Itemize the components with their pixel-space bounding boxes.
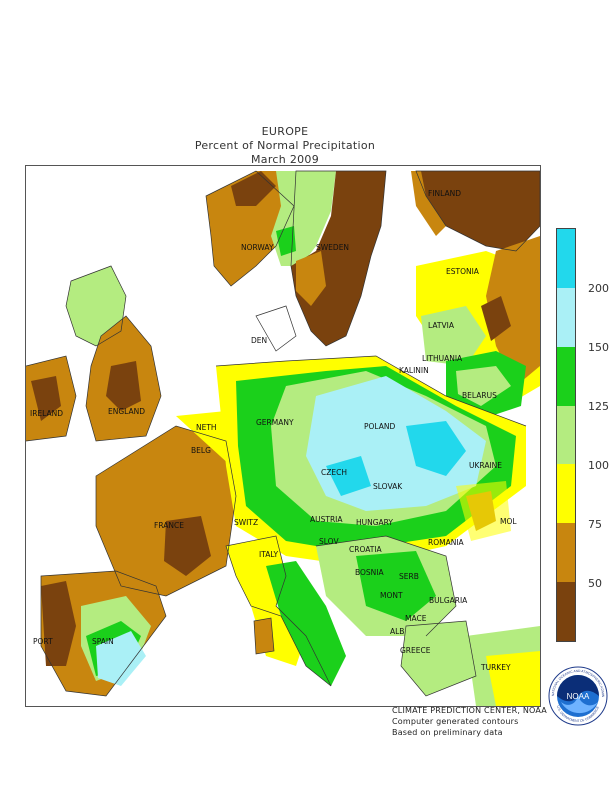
legend-tick-125: 125 xyxy=(588,400,609,413)
label-port: PORT xyxy=(33,637,53,646)
label-czech: CZECH xyxy=(321,468,347,477)
field-sardinia-brown xyxy=(254,618,274,654)
label-belg: BELG xyxy=(191,446,211,455)
field-latvia-green xyxy=(421,306,486,366)
legend-swatch-2 xyxy=(557,346,575,406)
label-maced: MACE xyxy=(405,614,427,623)
label-ireland: IRELAND xyxy=(30,409,63,418)
label-germany: GERMANY xyxy=(256,418,294,427)
noaa-logo-text: NOAA xyxy=(567,692,590,701)
field-norway-brown xyxy=(206,171,296,286)
label-turkey: TURKEY xyxy=(480,663,511,672)
field-ireland-dark xyxy=(31,376,61,421)
field-central-bright-cyan-2 xyxy=(326,456,371,496)
legend-tick-100: 100 xyxy=(588,459,609,472)
label-alb: ALB xyxy=(390,627,404,636)
field-moldova-yellow xyxy=(456,481,511,541)
legend-swatch-4 xyxy=(557,464,575,524)
legend-swatch-3 xyxy=(557,405,575,465)
field-norway-bright xyxy=(276,226,296,256)
legend-colorbar xyxy=(556,228,576,642)
country-labels: FINLAND NORWAY SWEDEN ESTONIA LATVIA LIT… xyxy=(30,189,517,672)
label-denmark: DEN xyxy=(251,336,267,345)
field-turkey-yellow xyxy=(486,651,540,706)
label-estonia: ESTONIA xyxy=(446,267,480,276)
label-neth: NETH xyxy=(196,423,217,432)
precipitation-map: FINLAND NORWAY SWEDEN ESTONIA LATVIA LIT… xyxy=(25,165,541,707)
precip-fields xyxy=(26,171,540,706)
label-spain: SPAIN xyxy=(92,637,114,646)
field-italy-yellow xyxy=(226,536,306,666)
label-italy: ITALY xyxy=(259,550,279,559)
label-france: FRANCE xyxy=(154,521,184,530)
label-serb: SERB xyxy=(399,572,419,581)
title-date: March 2009 xyxy=(250,153,320,166)
field-balkans-bright xyxy=(356,551,436,621)
title-main: Percent of Normal Precipitation xyxy=(194,139,376,152)
legend-tick-75: 75 xyxy=(588,518,602,531)
field-france-dark xyxy=(164,516,211,576)
label-slovak: SLOVAK xyxy=(373,482,403,491)
field-sweden-dark xyxy=(291,171,386,346)
label-lithuania: LITHUANIA xyxy=(422,354,463,363)
field-greece-green xyxy=(401,621,476,696)
legend-swatch-5 xyxy=(557,523,575,583)
coastlines xyxy=(26,170,540,697)
legend-swatch-1 xyxy=(557,287,575,347)
field-baltic-brown xyxy=(486,236,540,386)
field-italy-green xyxy=(266,561,346,686)
legend-tick-200: 200 xyxy=(588,282,609,295)
field-iberia-dark xyxy=(41,581,76,666)
label-romania: ROMANIA xyxy=(428,538,465,547)
legend-tick-150: 150 xyxy=(588,341,609,354)
label-kalinin: KALININ xyxy=(399,366,429,375)
field-central-bright-cyan xyxy=(406,421,466,476)
field-norway-dark xyxy=(231,171,276,206)
label-croatia: CROATIA xyxy=(349,545,383,554)
label-moldova: MOL xyxy=(500,517,517,526)
legend-swatch-0 xyxy=(557,229,575,288)
field-finland-brown xyxy=(411,171,446,236)
credit-contours: Computer generated contours xyxy=(392,717,519,726)
credit-preliminary: Based on preliminary data xyxy=(392,728,503,737)
field-finland-dark xyxy=(416,171,540,251)
label-poland: POLAND xyxy=(364,422,396,431)
field-sweden-brown xyxy=(296,251,326,306)
label-england: ENGLAND xyxy=(108,407,145,416)
label-ukraine: UKRAINE xyxy=(469,461,502,470)
title-region: EUROPE xyxy=(261,125,309,138)
field-france-brown xyxy=(96,426,236,596)
label-bulgaria: BULGARIA xyxy=(429,596,468,605)
noaa-logo: NOAA NATIONAL OCEANIC AND ATMOSPHERIC AD… xyxy=(548,666,608,726)
legend-swatch-6 xyxy=(557,582,575,641)
field-baltic-dark xyxy=(481,296,511,341)
label-greece: GREECE xyxy=(400,646,431,655)
field-scotland-green xyxy=(66,266,126,346)
label-norway: NORWAY xyxy=(241,243,274,252)
label-mont: MONT xyxy=(380,591,403,600)
label-belarus: BELARUS xyxy=(462,391,497,400)
credit-cpc: CLIMATE PREDICTION CENTER, NOAA xyxy=(392,706,547,715)
map-canvas: FINLAND NORWAY SWEDEN ESTONIA LATVIA LIT… xyxy=(26,170,540,706)
label-finland: FINLAND xyxy=(428,189,461,198)
label-slov: SLOV xyxy=(319,537,339,546)
field-iberia-cyan xyxy=(96,631,146,686)
label-austria: AUSTRIA xyxy=(310,515,343,524)
label-switz: SWITZ xyxy=(234,518,258,527)
field-england-dark xyxy=(106,361,141,411)
label-bosnia: BOSNIA xyxy=(355,568,384,577)
legend-tick-50: 50 xyxy=(588,577,602,590)
label-sweden: SWEDEN xyxy=(316,243,349,252)
label-hungary: HUNGARY xyxy=(356,518,393,527)
field-belarus-light xyxy=(456,366,511,406)
label-latvia: LATVIA xyxy=(428,321,455,330)
